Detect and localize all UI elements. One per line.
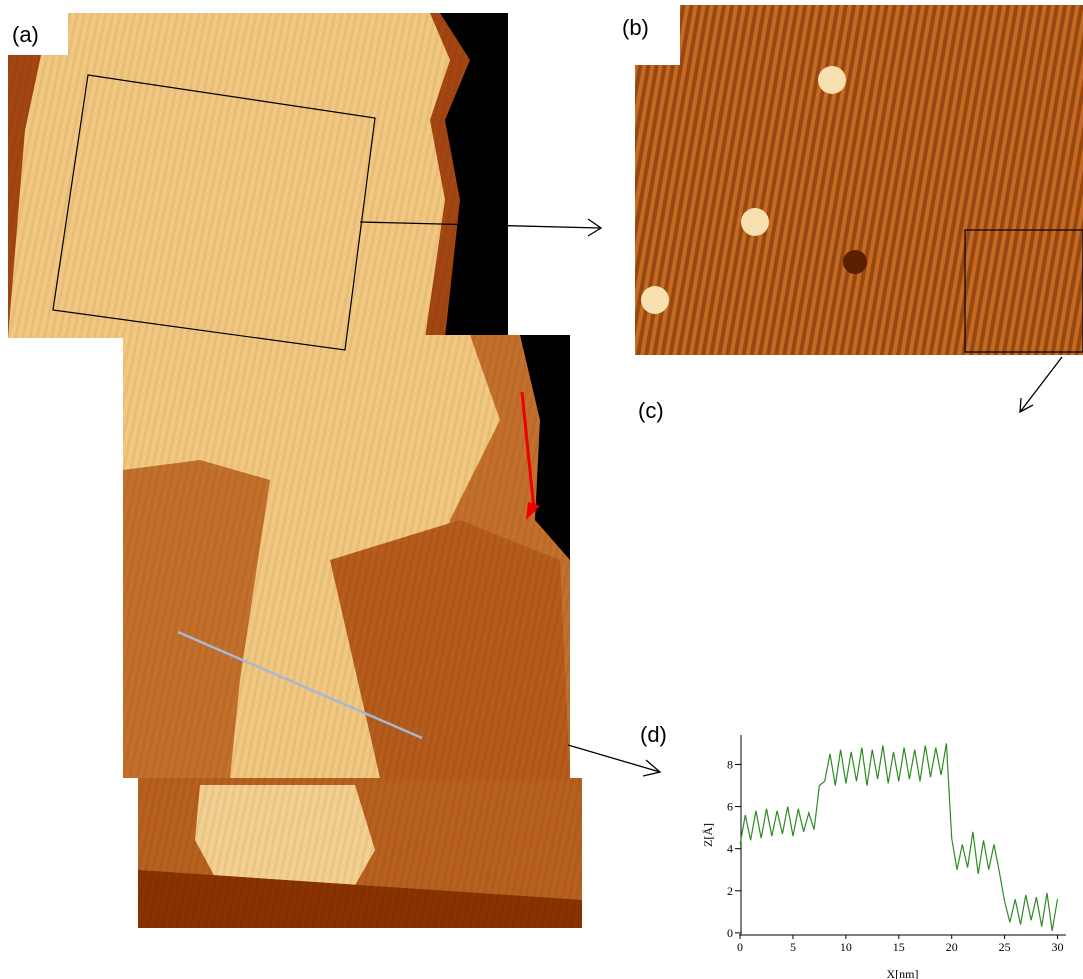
x-tick-label: 25 (999, 940, 1011, 954)
panel-label: (d) (640, 722, 667, 747)
profile-line (739, 743, 1059, 931)
x-tick-label: 0 (737, 940, 743, 954)
x-tick-label: 20 (946, 940, 958, 954)
panel-label: (b) (622, 15, 649, 40)
y-tick-label: 2 (727, 884, 733, 898)
panel-label: (c) (638, 398, 664, 423)
stm-image-b (635, 5, 1083, 355)
label-box (0, 0, 68, 55)
stm-image-a (8, 13, 582, 928)
x-axis-title: X[nm] (887, 967, 919, 979)
profile-plot: 0 2 4 6 8 0 5 10 15 20 25 30 X[nm] Z[Å] (701, 735, 1066, 979)
x-tick-label: 5 (790, 940, 796, 954)
x-tick-label: 10 (840, 940, 852, 954)
x-tick-label: 30 (1052, 940, 1064, 954)
x-tick-label: 15 (893, 940, 905, 954)
y-tick-label: 4 (727, 842, 733, 856)
arrows (359, 218, 1063, 777)
label-box (610, 0, 680, 65)
panel-label: (a) (12, 22, 39, 47)
y-tick-label: 8 (727, 757, 733, 771)
y-tick-label: 6 (727, 800, 733, 814)
y-axis-title: Z[Å] (701, 823, 715, 847)
y-tick-label: 0 (727, 926, 733, 940)
